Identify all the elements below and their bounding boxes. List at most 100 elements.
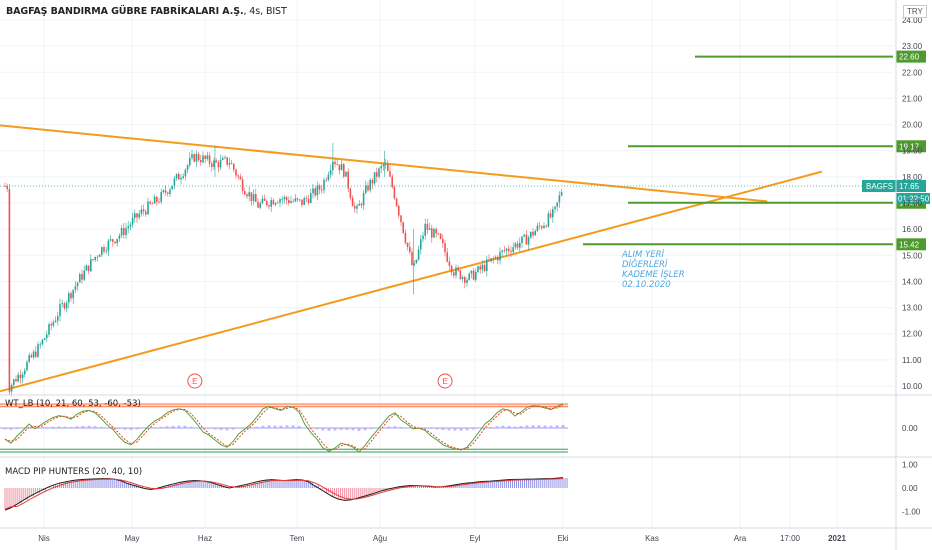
wt-diff-bar: [489, 426, 493, 428]
candle-body: [371, 180, 374, 184]
wt-diff-bar: [237, 428, 241, 429]
candle-body: [554, 206, 556, 210]
price-candles: BAGFS 17.65 01:22:50: [0, 142, 930, 397]
wt-diff-bar: [441, 428, 445, 431]
trendline: [0, 170, 823, 393]
candle-body: [521, 236, 523, 243]
candle-body: [296, 198, 299, 200]
wt-diff-bar: [435, 428, 439, 430]
candle-body: [72, 289, 74, 299]
candle-body: [552, 209, 554, 218]
candle-body: [292, 201, 294, 202]
currency-badge[interactable]: TRY: [903, 5, 927, 18]
wt-diff-bar: [51, 426, 55, 428]
candle-body: [475, 272, 477, 280]
candle-body: [402, 222, 404, 233]
last-price-label: 17.65: [899, 182, 920, 191]
candle-body: [37, 344, 39, 357]
candle-body: [406, 242, 409, 247]
candle-body: [439, 233, 442, 239]
annotation-line: KADEME İŞLER: [622, 270, 685, 280]
candle-body: [85, 265, 88, 271]
candle-body: [270, 200, 272, 207]
candle-body: [534, 231, 536, 236]
wt-diff-bar: [513, 426, 517, 428]
candle-body: [158, 201, 160, 203]
candle-body: [151, 203, 154, 205]
candle-body: [378, 168, 380, 177]
candle-body: [222, 158, 224, 160]
candle-body: [512, 247, 514, 252]
wt-diff-bar: [561, 425, 565, 428]
candle-body: [21, 374, 24, 378]
candle-body: [112, 239, 114, 242]
countdown-badge: [896, 193, 930, 205]
time-tick-label: 2021: [828, 534, 846, 543]
candle-body: [186, 165, 189, 170]
wt-diff-bar: [213, 428, 217, 430]
candle-body: [83, 270, 85, 280]
symbol-badge-label: BAGFS: [866, 182, 893, 191]
level-price-badge: [896, 50, 926, 63]
wt-diff-bar: [225, 428, 229, 431]
candle-body: [334, 161, 336, 165]
candle-body: [136, 213, 138, 218]
candle-body: [28, 355, 30, 362]
candle-body: [530, 231, 532, 238]
price-tick-label: 22.00: [902, 68, 923, 77]
candle-body: [15, 379, 17, 382]
wt-diff-bar: [369, 428, 373, 430]
wt-diff-bar: [297, 426, 301, 428]
candle-body: [514, 243, 517, 248]
candle-body: [380, 166, 382, 169]
chart-annotation[interactable]: ALIM YERİ DİĞERLERİ KADEME İŞLER 02.10.2…: [622, 250, 685, 290]
candle-body: [413, 263, 415, 266]
candle-body: [312, 188, 314, 194]
candle-body: [384, 163, 387, 165]
candle-body: [318, 185, 321, 190]
wt-diff-bar: [219, 428, 223, 431]
candle-body: [527, 237, 530, 245]
candle-body: [545, 225, 547, 227]
candle-body: [398, 205, 400, 216]
candle-body: [131, 217, 134, 225]
wt-diff-bar: [357, 428, 361, 431]
wt-diff-bar: [459, 428, 463, 431]
time-tick-label: Tem: [289, 534, 304, 543]
wt-diff-bar: [261, 425, 265, 428]
candle-body: [391, 176, 393, 187]
candle-body: [215, 160, 217, 163]
wt-diff-bar: [45, 427, 49, 428]
candle-body: [61, 303, 63, 305]
candle-body: [431, 228, 433, 238]
macd-indicator-pane[interactable]: 1.00 0.00 -1.00: [4, 461, 921, 517]
candle-body: [327, 174, 330, 181]
candle-body: [230, 163, 233, 164]
candle-body: [349, 188, 352, 198]
candle-body: [442, 238, 444, 244]
wt-diff-bar: [381, 427, 385, 428]
price-tick-label: 15.00: [902, 251, 923, 260]
candle-body: [46, 334, 48, 339]
candle-body: [17, 374, 19, 382]
candle-body: [321, 189, 323, 191]
wt-diff-bar: [81, 425, 85, 428]
wt-indicator-label[interactable]: WT_LB (10, 21, 60, 53, -60, -53): [5, 399, 141, 409]
price-tick-label: 24.00: [902, 16, 923, 25]
candle-body: [255, 194, 257, 202]
candle-body: [325, 179, 327, 181]
candle-body: [182, 176, 184, 178]
candle-body: [169, 189, 171, 194]
wt-diff-bar: [351, 428, 355, 431]
candle-body: [147, 201, 149, 215]
macd-indicator-label[interactable]: MACD PIP HUNTERS (20, 40, 10): [5, 467, 143, 477]
candle-body: [470, 270, 473, 274]
candle-body: [519, 242, 521, 248]
candle-body: [153, 196, 156, 204]
candle-body: [239, 176, 242, 180]
wt-indicator-pane[interactable]: 0.00: [0, 403, 918, 453]
candle-body: [101, 247, 103, 255]
symbol-badge: [862, 180, 896, 193]
